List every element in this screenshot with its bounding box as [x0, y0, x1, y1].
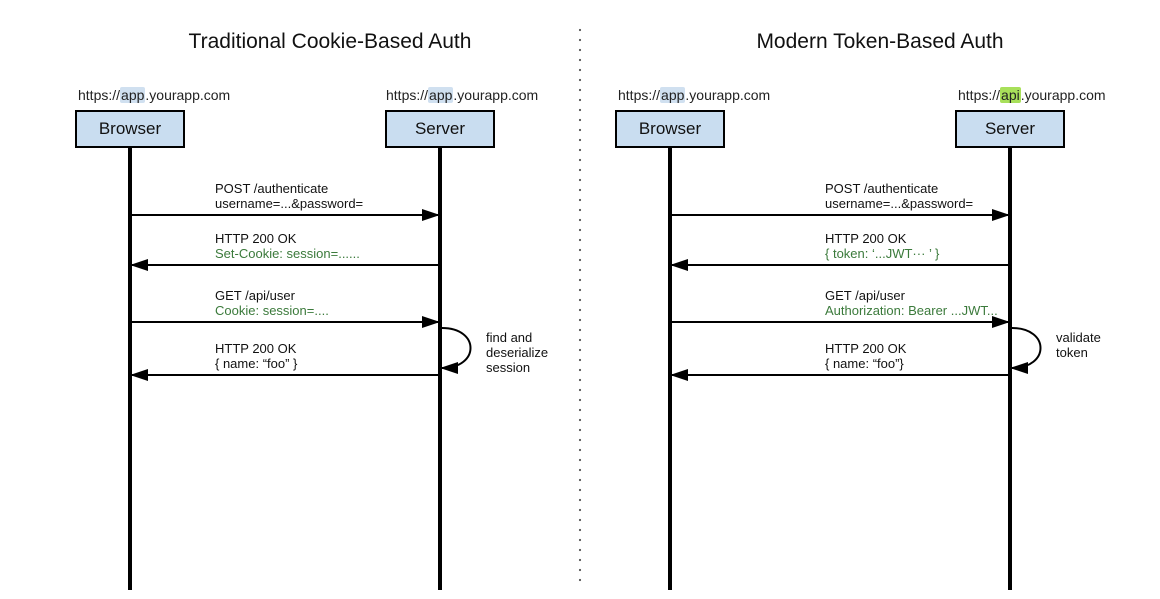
msg-line2: { name: “foo” }: [215, 356, 297, 371]
msg-line2: Set-Cookie: session=......: [215, 246, 360, 261]
url-suffix: .yourapp.com: [1021, 87, 1106, 103]
left-msg-1: HTTP 200 OKSet-Cookie: session=......: [215, 231, 360, 261]
right-msg-0: POST /authenticateusername=...&password=: [825, 181, 973, 211]
right-browser-url: https://app.yourapp.com: [618, 87, 770, 103]
right-server-url: https://api.yourapp.com: [958, 87, 1106, 103]
msg-line2: Cookie: session=....: [215, 303, 329, 318]
msg-line1: HTTP 200 OK: [215, 231, 360, 246]
url-suffix: .yourapp.com: [145, 87, 230, 103]
url-hl: app: [120, 87, 145, 103]
url-prefix: https://: [78, 87, 120, 103]
left-side-note: find and deserialize session: [486, 330, 548, 375]
msg-line1: HTTP 200 OK: [215, 341, 297, 356]
left-server-url: https://app.yourapp.com: [386, 87, 538, 103]
left-msg-2: GET /api/userCookie: session=....: [215, 288, 329, 318]
left-title: Traditional Cookie-Based Auth: [90, 30, 570, 54]
right-title: Modern Token-Based Auth: [640, 30, 1120, 54]
url-hl: app: [660, 87, 685, 103]
msg-line1: GET /api/user: [215, 288, 329, 303]
msg-line2: username=...&password=: [215, 196, 363, 211]
msg-line2: { token: ‘...JWT··· ’ }: [825, 246, 939, 261]
left-msg-3: HTTP 200 OK{ name: “foo” }: [215, 341, 297, 371]
right-browser-box: Browser: [615, 110, 725, 148]
url-prefix: https://: [386, 87, 428, 103]
msg-line1: GET /api/user: [825, 288, 998, 303]
right-msg-1: HTTP 200 OK{ token: ‘...JWT··· ’ }: [825, 231, 939, 261]
msg-line1: POST /authenticate: [825, 181, 973, 196]
msg-line1: POST /authenticate: [215, 181, 363, 196]
url-hl: api: [1000, 87, 1021, 103]
right-server-box: Server: [955, 110, 1065, 148]
url-suffix: .yourapp.com: [685, 87, 770, 103]
msg-line2: { name: “foo”}: [825, 356, 906, 371]
right-side-note: validate token: [1056, 330, 1101, 360]
url-prefix: https://: [618, 87, 660, 103]
msg-line1: HTTP 200 OK: [825, 231, 939, 246]
msg-line2: username=...&password=: [825, 196, 973, 211]
left-browser-url: https://app.yourapp.com: [78, 87, 230, 103]
left-server-box: Server: [385, 110, 495, 148]
url-suffix: .yourapp.com: [453, 87, 538, 103]
msg-line2: Authorization: Bearer ...JWT...: [825, 303, 998, 318]
left-browser-box: Browser: [75, 110, 185, 148]
right-msg-2: GET /api/userAuthorization: Bearer ...JW…: [825, 288, 998, 318]
left-msg-0: POST /authenticateusername=...&password=: [215, 181, 363, 211]
url-prefix: https://: [958, 87, 1000, 103]
url-hl: app: [428, 87, 453, 103]
right-msg-3: HTTP 200 OK{ name: “foo”}: [825, 341, 906, 371]
msg-line1: HTTP 200 OK: [825, 341, 906, 356]
